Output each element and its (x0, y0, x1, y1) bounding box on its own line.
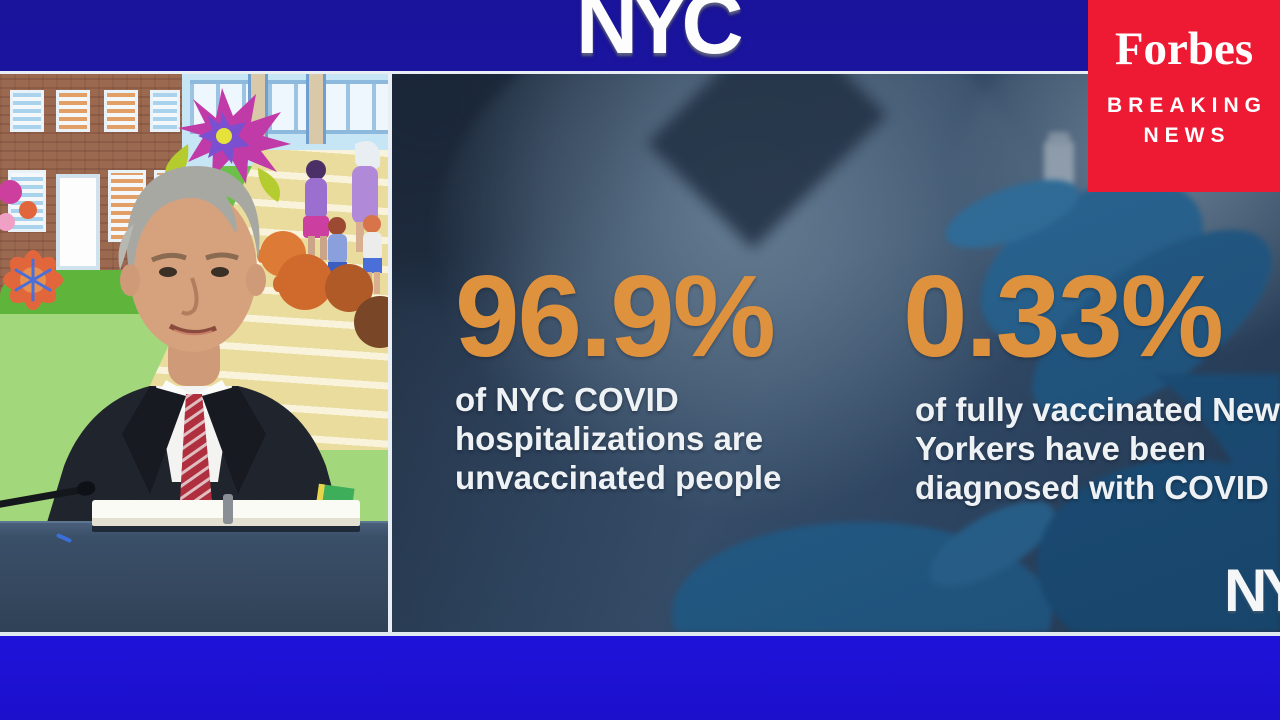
stat-value-breakthrough: 0.33% (903, 251, 1224, 381)
stat-desc-hospitalizations: of NYC COVID hospitalizations are unvacc… (455, 380, 781, 497)
mural-window (10, 90, 44, 132)
forbes-breaking-news-badge: Forbes BREAKING NEWS (1088, 0, 1280, 192)
camera-panel-press-conference (0, 74, 388, 632)
mural-door (56, 174, 100, 270)
stat-desc-line: diagnosed with COVID (915, 469, 1269, 506)
forbes-logo: Forbes (1114, 23, 1254, 75)
mural-person-kid (363, 215, 382, 294)
mural-person-lady (352, 140, 381, 252)
mural-foreground-heads (257, 231, 388, 348)
stat-desc-line: of fully vaccinated New (915, 391, 1280, 428)
nyc-logo-watermark: NYC (1224, 557, 1280, 624)
panel-divider (388, 74, 392, 632)
mural-window (104, 90, 138, 132)
mural-tree-trunk (306, 74, 326, 144)
mural-window (56, 90, 90, 132)
stat-desc-breakthrough: of fully vaccinated New Yorkers have bee… (915, 390, 1280, 507)
photo-gloved-hands (672, 132, 1280, 632)
mural-window (150, 90, 180, 132)
breaking-label: BREAKING (1106, 94, 1267, 117)
stat-value-hospitalizations: 96.9% (455, 251, 776, 381)
stat-desc-line: of NYC COVID (455, 381, 679, 418)
stat-desc-line: Yorkers have been (915, 430, 1207, 467)
news-label: NEWS (1143, 124, 1231, 147)
mural-figures-art (0, 88, 388, 632)
stat-desc-line: unvaccinated people (455, 459, 782, 496)
mural-person-purple (303, 160, 329, 262)
stat-desc-line: hospitalizations are (455, 420, 764, 457)
open-notebook (92, 494, 360, 526)
nyc-logo-top: NYC (576, 0, 744, 72)
